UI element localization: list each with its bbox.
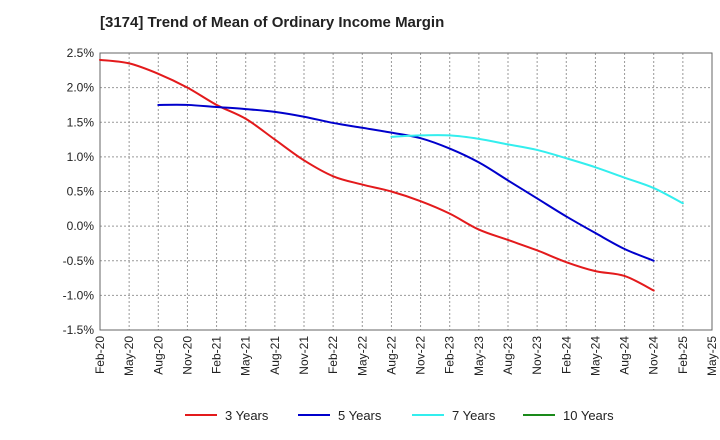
x-tick-label: May-20 xyxy=(122,336,136,376)
x-tick-label: Aug-22 xyxy=(384,336,398,375)
legend-label: 5 Years xyxy=(338,408,382,423)
y-tick-label: 1.5% xyxy=(67,115,95,129)
y-tick-label: -1.5% xyxy=(63,323,95,337)
y-tick-label: 2.0% xyxy=(67,81,95,95)
y-tick-label: 2.5% xyxy=(67,46,95,60)
legend-label: 7 Years xyxy=(452,408,496,423)
x-tick-label: Feb-20 xyxy=(93,336,107,374)
y-tick-label: -0.5% xyxy=(63,254,95,268)
legend-label: 3 Years xyxy=(225,408,269,423)
x-tick-label: Feb-24 xyxy=(559,336,573,374)
x-tick-label: May-24 xyxy=(588,336,602,376)
y-tick-label: 0.0% xyxy=(67,219,95,233)
x-tick-label: Feb-21 xyxy=(210,336,224,374)
series-line-5-years xyxy=(157,103,655,262)
chart-title: [3174] Trend of Mean of Ordinary Income … xyxy=(100,14,445,31)
y-tick-label: 1.0% xyxy=(67,150,95,164)
x-tick-label: May-21 xyxy=(239,336,253,376)
x-tick-label: Feb-23 xyxy=(443,336,457,374)
plot-border xyxy=(99,52,713,331)
series-line-7-years xyxy=(390,134,684,205)
y-tick-label: -1.0% xyxy=(63,288,95,302)
x-tick-label: Aug-20 xyxy=(151,336,165,375)
x-tick-label: May-25 xyxy=(705,336,719,376)
x-tick-label: Nov-24 xyxy=(647,336,661,375)
series-line-3-years xyxy=(99,58,655,292)
y-tick-label: 0.5% xyxy=(67,185,95,199)
x-tick-label: Feb-22 xyxy=(326,336,340,374)
x-tick-label: Aug-21 xyxy=(268,336,282,375)
x-tick-label: Feb-25 xyxy=(676,336,690,374)
x-tick-label: Nov-23 xyxy=(530,336,544,375)
x-tick-label: Aug-23 xyxy=(501,336,515,375)
x-tick-label: May-22 xyxy=(355,336,369,376)
x-tick-label: Aug-24 xyxy=(618,336,632,375)
x-tick-label: Nov-21 xyxy=(297,336,311,375)
legend-label: 10 Years xyxy=(563,408,614,423)
x-tick-label: May-23 xyxy=(472,336,486,376)
x-tick-label: Nov-22 xyxy=(414,336,428,375)
x-tick-label: Nov-20 xyxy=(180,336,194,375)
